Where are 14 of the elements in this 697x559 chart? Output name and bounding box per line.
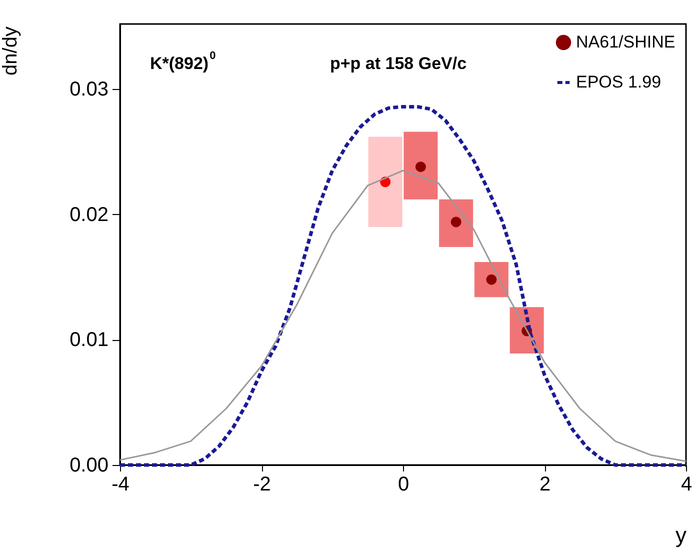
y-tick-label: 0.03 (70, 78, 108, 101)
y-tick-label: 0.02 (70, 204, 108, 226)
x-tick-label: 2 (539, 474, 551, 496)
y-axis-title: dn/dy (0, 26, 22, 76)
legend-label: NA61/SHINE (576, 32, 676, 52)
x-axis-title: y (676, 522, 686, 548)
x-tick-label: -2 (253, 474, 271, 496)
annotation: p+p at 158 GeV/c (330, 54, 467, 73)
y-tick-label: 0.00 (70, 454, 108, 476)
legend-label: EPOS 1.99 (576, 72, 662, 92)
x-tick-label: -4 (112, 474, 130, 496)
x-tick-label: 0 (398, 474, 410, 496)
x-tick-label: 4 (680, 474, 692, 496)
y-tick-label: 0.01 (70, 329, 108, 352)
